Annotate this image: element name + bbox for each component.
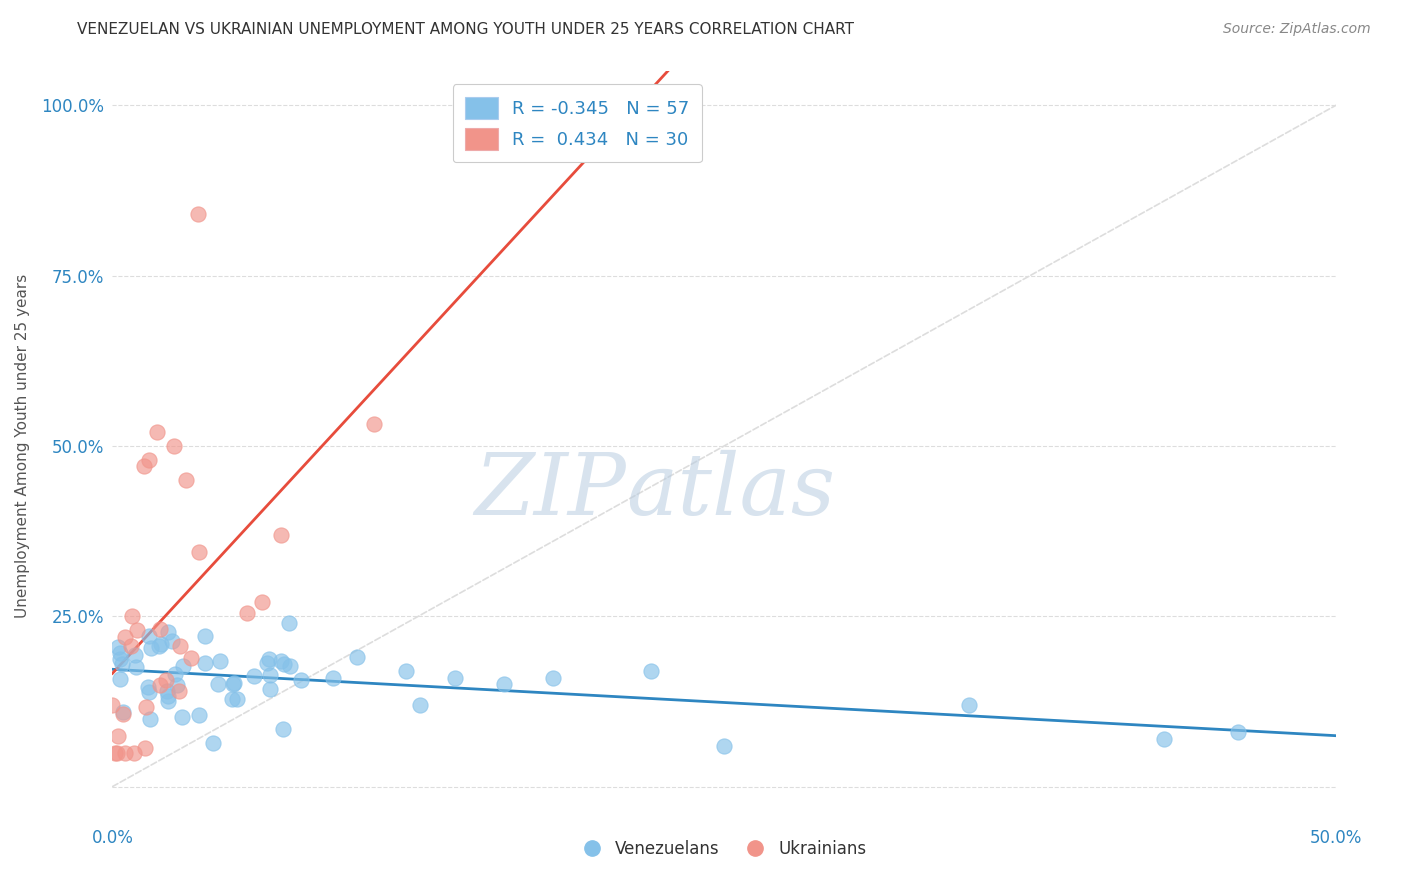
Point (112, 707, 135, 722)
Point (278, 615, 301, 630)
Point (256, 656, 278, 670)
Point (156, 684, 179, 698)
Point (409, 698, 432, 713)
Point (187, 708, 209, 723)
Point (169, 639, 191, 653)
Point (163, 439, 186, 453)
Point (125, 623, 148, 637)
Point (395, 664, 418, 678)
Point (125, 659, 148, 673)
Point (155, 673, 177, 687)
Point (114, 630, 136, 644)
Point (105, 746, 128, 760)
Point (108, 651, 131, 665)
Point (187, 207, 209, 221)
Point (270, 654, 292, 668)
Point (194, 657, 217, 671)
Point (107, 640, 129, 655)
Point (108, 646, 131, 660)
Point (114, 746, 136, 760)
Point (290, 673, 312, 687)
Point (121, 609, 143, 624)
Point (322, 671, 344, 685)
Point (201, 736, 224, 750)
Point (138, 712, 160, 726)
Point (278, 658, 301, 673)
Point (1153, 731, 1175, 746)
Point (169, 684, 191, 698)
Point (180, 651, 202, 665)
Point (135, 699, 157, 714)
Point (112, 705, 135, 719)
Point (166, 678, 188, 692)
Text: VENEZUELAN VS UKRAINIAN UNEMPLOYMENT AMONG YOUTH UNDER 25 YEARS CORRELATION CHAR: VENEZUELAN VS UKRAINIAN UNEMPLOYMENT AMO… (77, 22, 855, 37)
Point (346, 650, 368, 665)
Point (541, 671, 564, 685)
Point (136, 680, 159, 694)
Point (226, 692, 249, 706)
Point (492, 677, 515, 691)
Point (145, 425, 167, 440)
Text: ZIP: ZIP (474, 450, 626, 533)
Point (148, 639, 170, 653)
Point (101, 698, 124, 712)
Point (111, 657, 134, 672)
Text: Source: ZipAtlas.com: Source: ZipAtlas.com (1223, 22, 1371, 37)
Point (172, 710, 194, 724)
Point (149, 678, 172, 692)
Point (139, 641, 162, 656)
Point (157, 690, 180, 704)
Point (259, 681, 281, 696)
Point (172, 659, 194, 673)
Point (243, 669, 266, 683)
Point (259, 668, 281, 682)
Point (160, 633, 183, 648)
Point (124, 648, 146, 663)
Point (1226, 725, 1249, 739)
Point (165, 666, 187, 681)
Point (134, 741, 156, 756)
Point (221, 692, 243, 706)
Point (149, 622, 172, 636)
Point (273, 657, 295, 671)
Point (363, 417, 385, 431)
Point (222, 676, 245, 690)
Point (156, 624, 179, 639)
Point (208, 654, 231, 668)
Point (236, 606, 259, 620)
Y-axis label: Unemployment Among Youth under 25 years: Unemployment Among Youth under 25 years (15, 274, 30, 618)
Point (222, 675, 245, 690)
Point (104, 746, 127, 760)
Point (150, 637, 173, 651)
Point (207, 677, 229, 691)
Point (138, 452, 160, 467)
Point (271, 722, 294, 736)
Point (174, 473, 197, 487)
Point (138, 685, 160, 699)
Text: atlas: atlas (626, 450, 835, 533)
Point (957, 698, 980, 712)
Point (134, 459, 156, 474)
Point (270, 528, 292, 542)
Point (138, 629, 160, 643)
Point (122, 746, 145, 760)
Point (120, 639, 142, 653)
Point (259, 651, 281, 665)
Point (713, 739, 735, 753)
Point (187, 545, 209, 559)
Point (444, 671, 467, 685)
Point (108, 672, 131, 686)
Point (194, 629, 217, 643)
Point (252, 595, 274, 609)
Point (156, 694, 179, 708)
Point (640, 664, 662, 678)
Legend: Venezuelans, Ukrainians: Venezuelans, Ukrainians (575, 833, 873, 864)
Point (107, 729, 129, 743)
